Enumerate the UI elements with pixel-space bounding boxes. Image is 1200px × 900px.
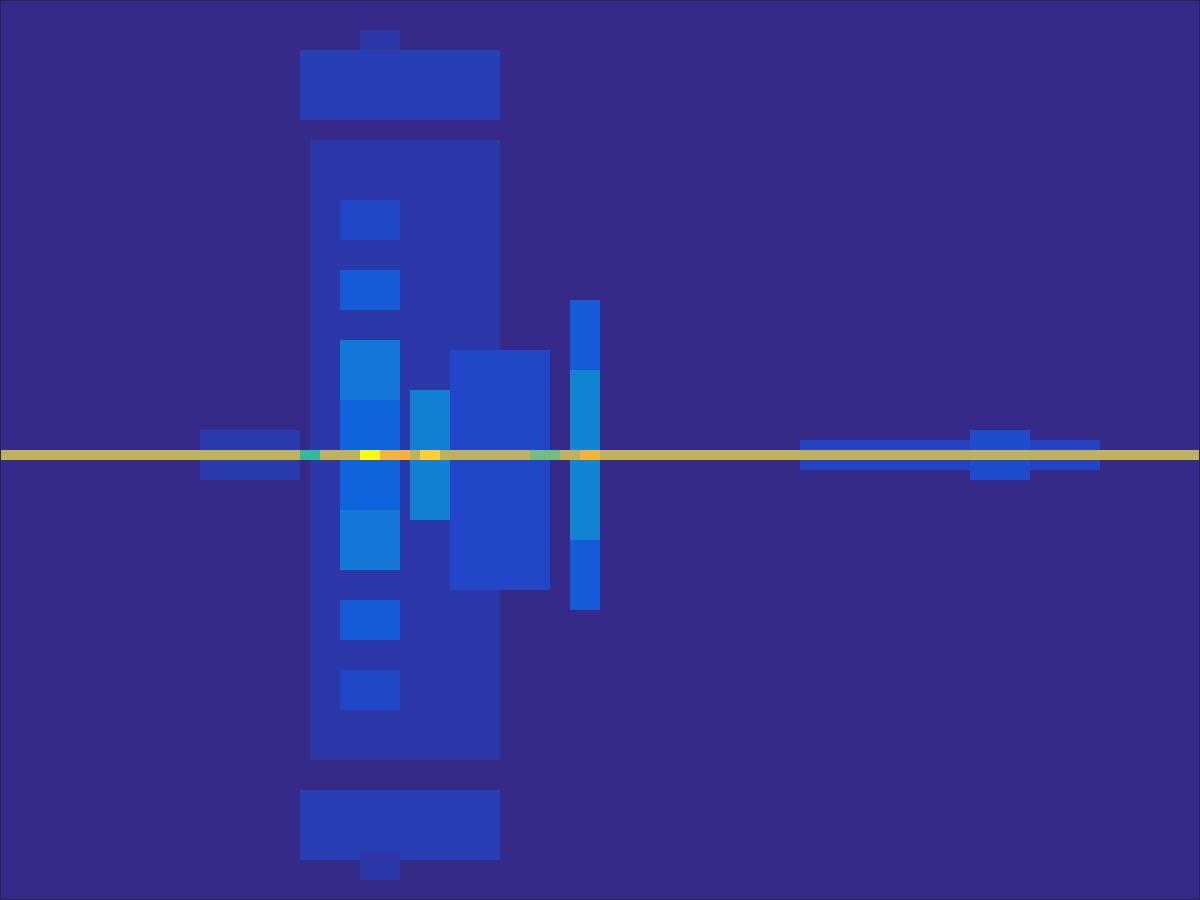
cell (340, 670, 400, 710)
cell (340, 200, 400, 240)
cell (300, 450, 320, 460)
cell (360, 30, 400, 50)
cell (420, 450, 440, 460)
cell (300, 50, 500, 120)
cells (0, 0, 1200, 900)
cell (340, 510, 400, 570)
cell (340, 340, 400, 400)
cell (580, 450, 600, 460)
cell (340, 270, 400, 310)
cell (380, 450, 410, 460)
cell (0, 450, 1200, 460)
plot-frame (1, 1, 1200, 900)
cell (340, 600, 400, 640)
cell (530, 450, 560, 460)
cell (450, 350, 550, 590)
cell (360, 850, 400, 880)
heatmap (0, 0, 1200, 900)
cell (0, 0, 1200, 900)
cell (360, 450, 380, 460)
cell (300, 790, 500, 860)
